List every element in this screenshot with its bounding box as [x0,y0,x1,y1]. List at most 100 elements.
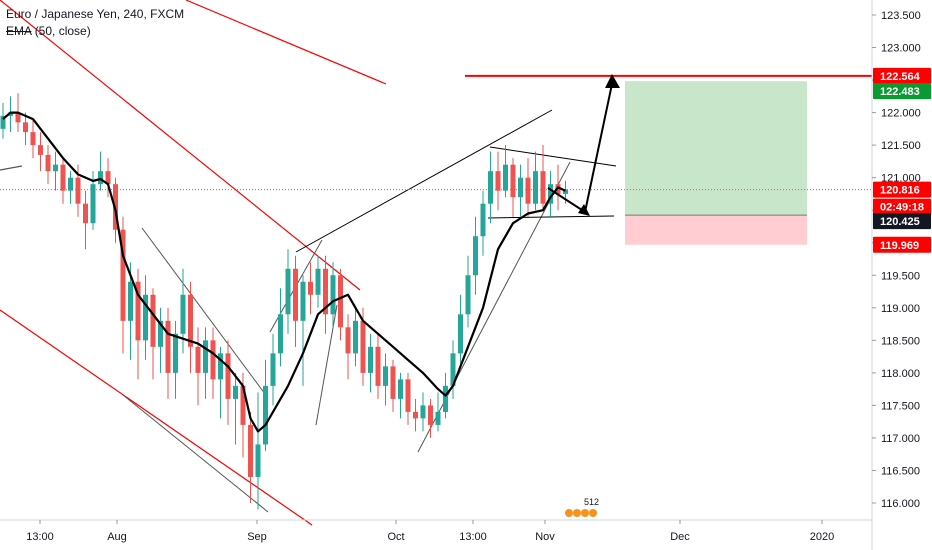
red-trend-line-top[interactable] [185,0,387,85]
loss-zone[interactable] [625,215,807,245]
candle-body-23[interactable] [173,333,178,373]
candle-body-75[interactable] [563,189,568,194]
y-tick-label-5: 118.500 [881,335,920,347]
y-tick-label-1: 116.500 [881,465,920,477]
candle-body-7[interactable] [53,164,58,172]
short-stub-line[interactable] [0,165,23,171]
candle-body-72[interactable] [540,171,546,204]
logo-dot-2 [573,509,581,517]
candle-body-27[interactable] [203,340,208,373]
candle-body-30[interactable] [225,353,231,399]
candle-body-24[interactable] [180,294,186,334]
candle-body-26[interactable] [195,346,201,373]
x-tick-label-6: Dec [670,531,690,543]
triangle-bottom-line[interactable] [487,215,615,219]
candle-body-28[interactable] [210,340,216,380]
candle-body-9[interactable] [68,177,73,191]
candle-body-65[interactable] [488,171,493,204]
candle-body-47[interactable] [353,320,358,354]
candle-body-49[interactable] [368,346,373,373]
candle-body-3[interactable] [23,122,28,133]
candle-body-73[interactable] [548,184,553,204]
candle-body-5[interactable] [38,145,43,155]
x-tick-label-4: 13:00 [459,531,487,543]
ema-line[interactable] [2,111,566,433]
x-tick-label-5: Nov [535,531,555,543]
profit-zone[interactable] [625,81,807,216]
candle-body-40[interactable] [300,281,306,321]
candle-body-51[interactable] [383,366,388,386]
candle-body-41[interactable] [308,281,313,295]
candle-body-52[interactable] [390,366,396,399]
candle-body-18[interactable] [135,281,141,341]
candle-body-42[interactable] [315,268,321,295]
candle-body-33[interactable] [248,424,253,477]
channel-lower-line[interactable] [0,309,313,526]
descending-wedge-upper[interactable] [141,227,269,399]
candle-body-22[interactable] [165,320,171,373]
candle-body-55[interactable] [413,411,418,419]
ema-legend[interactable]: EMA (50, close) [6,23,184,40]
price-tag-bg-4 [873,213,931,230]
candle-body-67[interactable] [503,164,508,191]
candle-body-25[interactable] [188,294,193,347]
candle-body-43[interactable] [323,268,328,315]
candle-body-32[interactable] [240,385,246,425]
candle-body-58[interactable] [435,411,441,425]
candle-body-68[interactable] [510,164,516,198]
candle-body-45[interactable] [338,275,343,328]
candle-body-21[interactable] [158,320,163,347]
candle-body-38[interactable] [285,268,291,315]
candle-body-11[interactable] [83,203,88,224]
candle-body-13[interactable] [98,171,103,185]
candle-body-16[interactable] [120,229,126,321]
candle-body-71[interactable] [533,171,538,204]
candle-body-60[interactable] [450,353,456,386]
candle-body-56[interactable] [420,405,426,419]
candle-body-53[interactable] [398,379,403,399]
candle-body-39[interactable] [293,268,298,321]
candle-body-48[interactable] [360,320,366,373]
candle-body-19[interactable] [143,294,148,341]
candle-body-50[interactable] [375,346,381,386]
candle-body-29[interactable] [218,353,223,380]
candle-body-62[interactable] [465,275,471,315]
candle-body-31[interactable] [233,385,238,399]
symbol-title[interactable]: Euro / Japanese Yen, 240, FXCM [6,7,185,21]
candle-body-61[interactable] [458,314,463,354]
plot-area[interactable] [0,0,872,520]
candle-body-66[interactable] [495,171,501,191]
candle-body-35[interactable] [263,385,268,445]
candle-body-12[interactable] [90,184,96,224]
candle-body-64[interactable] [480,203,486,237]
candle-body-37[interactable] [278,314,283,354]
candle-body-69[interactable] [518,177,523,198]
candle-body-14[interactable] [105,171,111,185]
candle-body-63[interactable] [473,236,478,276]
candle-body-8[interactable] [60,164,66,191]
ema-params: (50, close) [34,24,91,38]
candle-body-10[interactable] [75,177,81,204]
candle-body-1[interactable] [8,112,13,116]
candle-body-34[interactable] [255,444,261,477]
projection-arrowhead-down [578,204,590,216]
descending-wedge-lower[interactable] [122,394,269,513]
candle-body-59[interactable] [443,385,448,412]
candle-body-20[interactable] [150,294,156,347]
channel-upper-line[interactable] [0,0,361,291]
candle-body-6[interactable] [45,154,51,172]
candle-body-0[interactable] [0,115,6,129]
candle-body-36[interactable] [270,353,276,386]
candle-body-57[interactable] [428,405,433,425]
candle-body-2[interactable] [15,112,21,123]
price-tag-label-3: 02:49:18 [880,202,924,214]
candle-body-44[interactable] [330,275,336,315]
rising-channel-upper[interactable] [295,109,553,253]
candle-body-17[interactable] [128,281,133,321]
candle-body-54[interactable] [405,379,411,412]
candle-body-4[interactable] [30,132,36,146]
candle-body-70[interactable] [525,177,531,204]
candle-body-46[interactable] [345,327,351,354]
